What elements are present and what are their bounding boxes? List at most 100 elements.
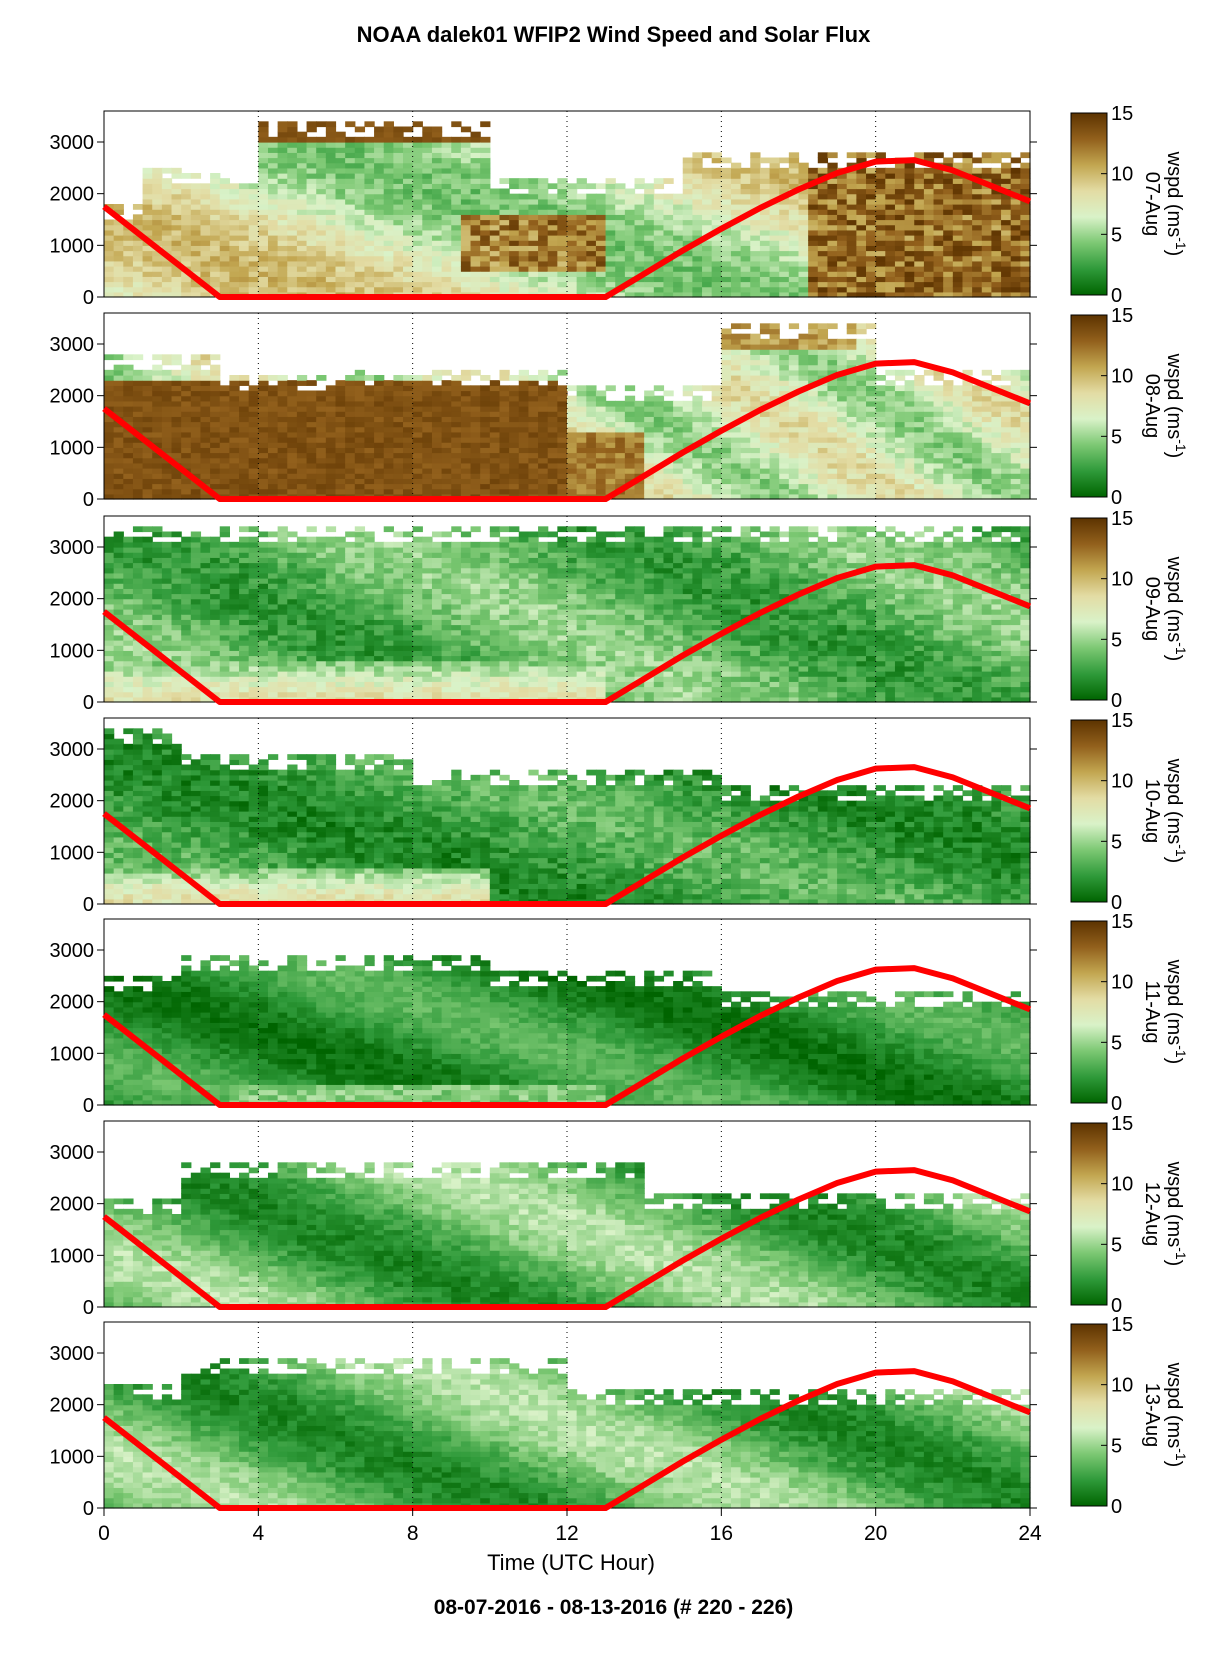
heatmap-cell bbox=[817, 354, 829, 361]
heatmap-cell bbox=[557, 188, 568, 195]
heatmap-cell bbox=[856, 426, 867, 433]
heatmap-cell bbox=[702, 411, 713, 417]
heatmap-cell bbox=[267, 209, 279, 215]
heatmap-cell bbox=[104, 224, 115, 231]
heatmap-cell bbox=[837, 276, 848, 283]
heatmap-cell bbox=[972, 219, 983, 226]
heatmap-cell bbox=[817, 447, 829, 454]
heatmap-cell bbox=[316, 214, 327, 221]
heatmap-cell bbox=[740, 411, 751, 417]
heatmap-cell bbox=[412, 193, 423, 200]
heatmap-cell bbox=[692, 447, 703, 454]
heatmap-cell bbox=[509, 271, 520, 277]
heatmap-cell bbox=[277, 214, 288, 221]
heatmap-cell bbox=[798, 291, 809, 298]
heatmap-cell bbox=[788, 359, 800, 366]
heatmap-cell bbox=[538, 214, 549, 221]
heatmap-cell bbox=[460, 219, 472, 226]
heatmap-cell bbox=[586, 271, 597, 277]
heatmap-cell bbox=[200, 478, 211, 485]
heatmap-cell bbox=[460, 157, 472, 164]
heatmap-cell bbox=[798, 421, 809, 428]
heatmap-cell bbox=[152, 488, 163, 495]
heatmap-cell bbox=[354, 193, 366, 200]
heatmap-cell bbox=[142, 457, 153, 464]
heatmap-cell bbox=[567, 468, 578, 474]
heatmap-cell bbox=[460, 276, 472, 283]
heatmap-cell bbox=[846, 473, 857, 479]
heatmap-cell bbox=[1020, 390, 1031, 397]
heatmap-cell bbox=[634, 178, 645, 184]
heatmap-cell bbox=[923, 229, 935, 236]
heatmap-cell bbox=[673, 416, 684, 423]
heatmap-cell bbox=[779, 400, 790, 407]
heatmap-cell bbox=[451, 162, 462, 169]
heatmap-cell bbox=[306, 271, 317, 277]
heatmap-cell bbox=[933, 385, 944, 392]
heatmap-cell bbox=[161, 406, 173, 412]
heatmap-cell bbox=[518, 411, 530, 417]
heatmap-cell bbox=[769, 266, 780, 272]
heatmap-cell bbox=[509, 478, 520, 485]
heatmap-cell bbox=[972, 204, 983, 210]
heatmap-cell bbox=[885, 286, 896, 293]
heatmap-cell bbox=[595, 286, 607, 293]
heatmap-cell bbox=[171, 478, 182, 485]
heatmap-cell bbox=[769, 188, 780, 195]
heatmap-cell bbox=[576, 245, 587, 252]
heatmap-cell bbox=[586, 193, 597, 200]
heatmap-cell bbox=[644, 395, 655, 402]
heatmap-cell bbox=[808, 478, 819, 485]
heatmap-cell bbox=[856, 369, 867, 376]
heatmap-cell bbox=[769, 224, 780, 231]
heatmap-cell bbox=[1001, 395, 1012, 402]
heatmap-cell bbox=[509, 375, 520, 381]
heatmap-cell bbox=[682, 431, 693, 438]
heatmap-cell bbox=[374, 416, 385, 423]
heatmap-cell bbox=[682, 178, 693, 184]
heatmap-cell bbox=[644, 224, 655, 231]
heatmap-cell bbox=[460, 136, 472, 143]
heatmap-cell bbox=[296, 411, 308, 417]
heatmap-cell bbox=[866, 369, 877, 376]
heatmap-cell bbox=[759, 198, 771, 205]
heatmap-cell bbox=[914, 421, 925, 428]
heatmap-cell bbox=[624, 255, 636, 262]
heatmap-cell bbox=[740, 183, 751, 190]
heatmap-cell bbox=[528, 437, 539, 443]
heatmap-cell bbox=[248, 390, 259, 397]
heatmap-cell bbox=[316, 457, 327, 464]
heatmap-cell bbox=[856, 281, 867, 288]
heatmap-cell bbox=[431, 483, 443, 490]
heatmap-cell bbox=[142, 291, 153, 298]
heatmap-cell bbox=[981, 369, 993, 376]
heatmap-cell bbox=[576, 286, 587, 293]
heatmap-cell bbox=[692, 483, 703, 490]
heatmap-cell bbox=[460, 173, 472, 179]
heatmap-cell bbox=[798, 473, 809, 479]
heatmap-cell bbox=[210, 250, 221, 257]
heatmap-cell bbox=[943, 178, 954, 184]
heatmap-cell bbox=[952, 245, 964, 252]
heatmap-cell bbox=[682, 421, 693, 428]
heatmap-cell bbox=[325, 167, 337, 174]
heatmap-cell bbox=[759, 338, 771, 345]
heatmap-cell bbox=[846, 493, 857, 500]
heatmap-cell bbox=[383, 178, 394, 184]
heatmap-cell bbox=[981, 260, 993, 267]
heatmap-cell bbox=[894, 167, 906, 174]
heatmap-cell bbox=[499, 488, 510, 495]
heatmap-cell bbox=[152, 281, 163, 288]
heatmap-cell bbox=[181, 193, 192, 200]
heatmap-cell bbox=[296, 224, 308, 231]
heatmap-cell bbox=[894, 375, 906, 381]
heatmap-cell bbox=[489, 204, 501, 210]
heatmap-cell bbox=[788, 349, 800, 355]
heatmap-cell bbox=[364, 266, 375, 272]
heatmap-cell bbox=[306, 437, 317, 443]
heatmap-cell bbox=[431, 219, 443, 226]
heatmap-cell bbox=[962, 224, 973, 231]
heatmap-cell bbox=[518, 271, 530, 277]
heatmap-cell bbox=[547, 462, 558, 469]
heatmap-cell bbox=[132, 235, 144, 241]
